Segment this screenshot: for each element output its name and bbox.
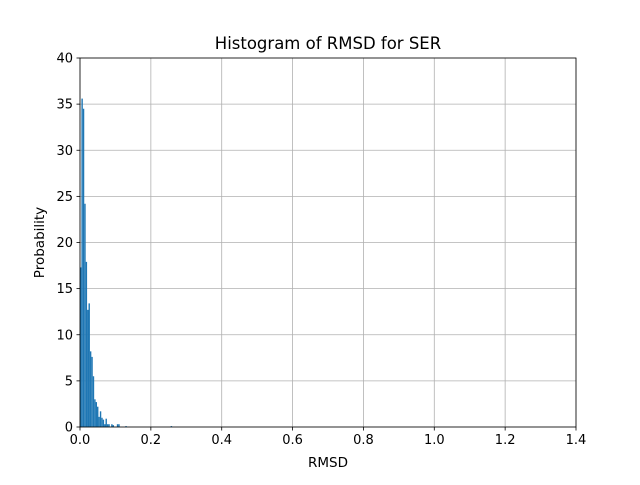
histogram-bar	[84, 203, 86, 427]
y-tick-label: 10	[56, 328, 73, 343]
histogram-bar	[97, 406, 99, 427]
y-tick-label: 35	[56, 98, 73, 113]
histogram-bar	[101, 417, 103, 427]
y-tick-label: 5	[65, 374, 73, 389]
x-tick-label: 0.0	[70, 433, 91, 448]
histogram-bar	[105, 418, 107, 427]
histogram-bar	[91, 356, 93, 427]
y-tick-label: 30	[56, 144, 73, 159]
y-tick-label: 40	[56, 52, 73, 67]
y-axis-label: Probability	[32, 207, 48, 278]
histogram-bar	[125, 426, 127, 427]
x-tick-label: 1.4	[566, 433, 587, 448]
histogram-bar	[94, 399, 96, 427]
y-tick-label: 0	[65, 421, 73, 436]
x-tick-label: 1.2	[495, 433, 516, 448]
x-tick-label: 0.6	[282, 433, 303, 448]
x-tick-label: 1.0	[424, 433, 445, 448]
histogram-bar	[106, 424, 109, 427]
y-axis-ticks: 0 5 10 15 20 25 30 35 40	[56, 52, 80, 436]
histogram-bar	[85, 261, 88, 427]
histogram-bar	[99, 411, 102, 427]
histogram-bar	[170, 426, 173, 427]
x-axis-ticks: 0.0 0.2 0.4 0.6 0.8 1.0 1.2 1.4	[70, 427, 587, 448]
histogram-bar	[111, 424, 113, 427]
histogram-bar	[89, 351, 92, 427]
histogram-bar	[116, 424, 119, 427]
x-axis-label: RMSD	[308, 455, 348, 471]
histogram-bar	[88, 303, 90, 427]
x-tick-label: 0.4	[211, 433, 232, 448]
histogram-bar	[98, 416, 100, 427]
histogram-bar	[80, 267, 82, 427]
histogram-bars	[80, 98, 173, 428]
y-tick-label: 25	[56, 190, 73, 205]
histogram-bar	[82, 108, 85, 428]
y-tick-label: 20	[56, 236, 73, 251]
chart-title: Histogram of RMSD for SER	[215, 34, 441, 53]
histogram-bar	[102, 419, 105, 427]
histogram-bar	[104, 424, 106, 427]
histogram-bar	[92, 376, 95, 427]
x-tick-label: 0.2	[141, 433, 162, 448]
histogram-bar	[112, 425, 115, 427]
histogram-bar	[95, 402, 98, 427]
histogram-bar	[108, 424, 110, 427]
y-tick-label: 15	[56, 282, 73, 297]
histogram-bar	[118, 424, 120, 427]
x-tick-label: 0.8	[353, 433, 374, 448]
histogram-bar	[81, 98, 83, 427]
histogram-bar	[87, 309, 89, 427]
